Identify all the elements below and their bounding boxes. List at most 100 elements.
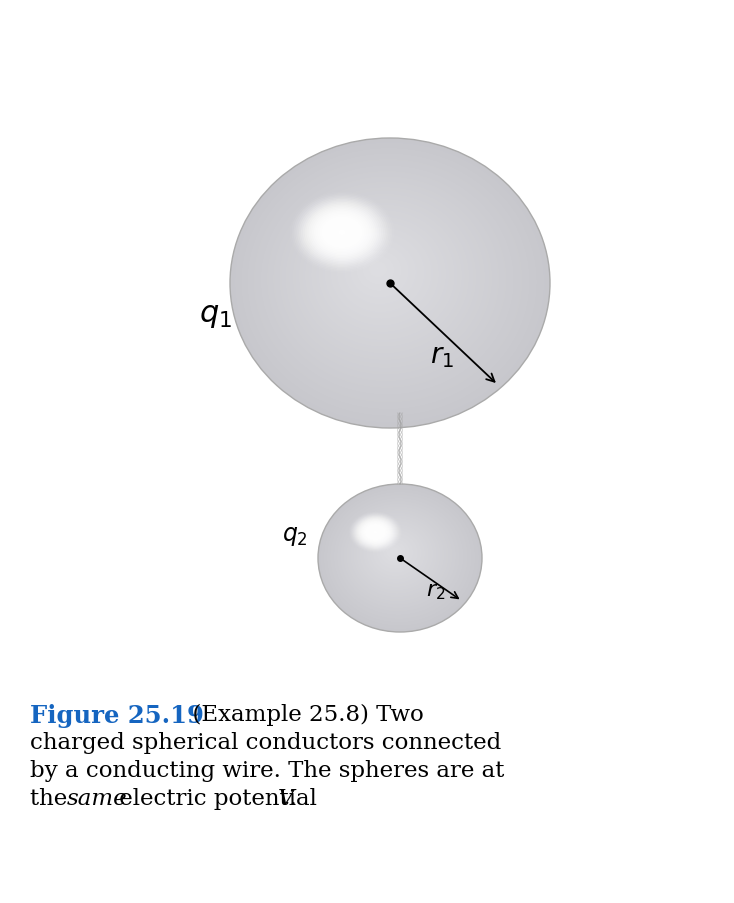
Ellipse shape bbox=[308, 208, 459, 345]
Ellipse shape bbox=[360, 522, 432, 586]
Ellipse shape bbox=[381, 540, 408, 564]
Ellipse shape bbox=[333, 226, 352, 240]
Ellipse shape bbox=[301, 201, 383, 265]
Ellipse shape bbox=[338, 235, 424, 312]
Ellipse shape bbox=[367, 526, 384, 539]
Ellipse shape bbox=[321, 487, 479, 629]
Ellipse shape bbox=[342, 506, 454, 607]
Ellipse shape bbox=[250, 156, 527, 407]
Ellipse shape bbox=[385, 544, 404, 561]
Ellipse shape bbox=[371, 531, 420, 575]
Ellipse shape bbox=[295, 197, 473, 358]
Text: V.: V. bbox=[278, 787, 298, 809]
Ellipse shape bbox=[308, 207, 376, 259]
Text: $q_1$: $q_1$ bbox=[198, 298, 231, 329]
Ellipse shape bbox=[377, 536, 413, 569]
Ellipse shape bbox=[352, 515, 399, 550]
Ellipse shape bbox=[233, 142, 545, 424]
Ellipse shape bbox=[368, 262, 388, 278]
Ellipse shape bbox=[357, 519, 435, 590]
Ellipse shape bbox=[271, 174, 503, 385]
Ellipse shape bbox=[258, 163, 517, 398]
Ellipse shape bbox=[325, 490, 474, 625]
Text: Figure 25.19: Figure 25.19 bbox=[30, 703, 204, 727]
Ellipse shape bbox=[356, 251, 401, 292]
Ellipse shape bbox=[316, 215, 449, 336]
Ellipse shape bbox=[374, 266, 382, 274]
Ellipse shape bbox=[327, 221, 357, 245]
Ellipse shape bbox=[325, 220, 359, 246]
Ellipse shape bbox=[365, 258, 392, 283]
Ellipse shape bbox=[356, 518, 437, 591]
Ellipse shape bbox=[335, 498, 463, 615]
Ellipse shape bbox=[231, 140, 548, 427]
Ellipse shape bbox=[275, 178, 498, 381]
Ellipse shape bbox=[355, 517, 396, 549]
Ellipse shape bbox=[293, 194, 476, 361]
Ellipse shape bbox=[324, 219, 360, 247]
Ellipse shape bbox=[294, 195, 475, 359]
Ellipse shape bbox=[251, 157, 526, 406]
Ellipse shape bbox=[391, 549, 396, 554]
Ellipse shape bbox=[244, 152, 533, 413]
Ellipse shape bbox=[360, 521, 390, 545]
Ellipse shape bbox=[363, 524, 429, 584]
Ellipse shape bbox=[289, 191, 481, 365]
Ellipse shape bbox=[259, 165, 515, 396]
Ellipse shape bbox=[335, 499, 462, 614]
Ellipse shape bbox=[257, 163, 518, 399]
Ellipse shape bbox=[364, 257, 393, 284]
Ellipse shape bbox=[347, 510, 447, 600]
Ellipse shape bbox=[312, 209, 372, 256]
Ellipse shape bbox=[367, 527, 424, 580]
Ellipse shape bbox=[352, 514, 443, 596]
Ellipse shape bbox=[233, 141, 547, 426]
Ellipse shape bbox=[356, 517, 437, 591]
Ellipse shape bbox=[352, 515, 441, 595]
Ellipse shape bbox=[299, 200, 385, 266]
Ellipse shape bbox=[352, 514, 399, 551]
Ellipse shape bbox=[338, 502, 459, 611]
Ellipse shape bbox=[336, 500, 461, 612]
Ellipse shape bbox=[279, 182, 493, 376]
Ellipse shape bbox=[268, 172, 506, 387]
Ellipse shape bbox=[359, 253, 399, 289]
Ellipse shape bbox=[321, 219, 443, 330]
Ellipse shape bbox=[330, 495, 469, 620]
Ellipse shape bbox=[311, 210, 455, 341]
Ellipse shape bbox=[328, 493, 470, 621]
Ellipse shape bbox=[365, 525, 386, 541]
Ellipse shape bbox=[365, 526, 426, 582]
Ellipse shape bbox=[371, 532, 419, 574]
Ellipse shape bbox=[235, 144, 544, 424]
Text: electric potential: electric potential bbox=[112, 787, 324, 809]
Ellipse shape bbox=[368, 528, 424, 579]
Ellipse shape bbox=[333, 230, 429, 317]
Ellipse shape bbox=[351, 513, 443, 597]
Ellipse shape bbox=[376, 535, 414, 570]
Ellipse shape bbox=[378, 537, 411, 567]
Ellipse shape bbox=[346, 509, 449, 602]
Ellipse shape bbox=[357, 252, 400, 291]
Ellipse shape bbox=[371, 529, 380, 536]
Ellipse shape bbox=[337, 501, 460, 612]
Ellipse shape bbox=[341, 237, 421, 309]
Ellipse shape bbox=[246, 153, 531, 411]
Ellipse shape bbox=[347, 510, 448, 601]
Ellipse shape bbox=[352, 247, 407, 297]
Ellipse shape bbox=[288, 190, 482, 366]
Ellipse shape bbox=[335, 500, 462, 613]
Ellipse shape bbox=[357, 519, 436, 591]
Ellipse shape bbox=[330, 228, 432, 320]
Ellipse shape bbox=[382, 541, 407, 563]
Ellipse shape bbox=[335, 228, 349, 238]
Ellipse shape bbox=[278, 182, 494, 377]
Ellipse shape bbox=[273, 177, 500, 382]
Ellipse shape bbox=[371, 264, 385, 275]
Text: same: same bbox=[67, 787, 128, 809]
Ellipse shape bbox=[300, 200, 468, 353]
Ellipse shape bbox=[330, 227, 433, 321]
Ellipse shape bbox=[333, 498, 465, 616]
Ellipse shape bbox=[366, 259, 390, 281]
Ellipse shape bbox=[323, 221, 440, 328]
